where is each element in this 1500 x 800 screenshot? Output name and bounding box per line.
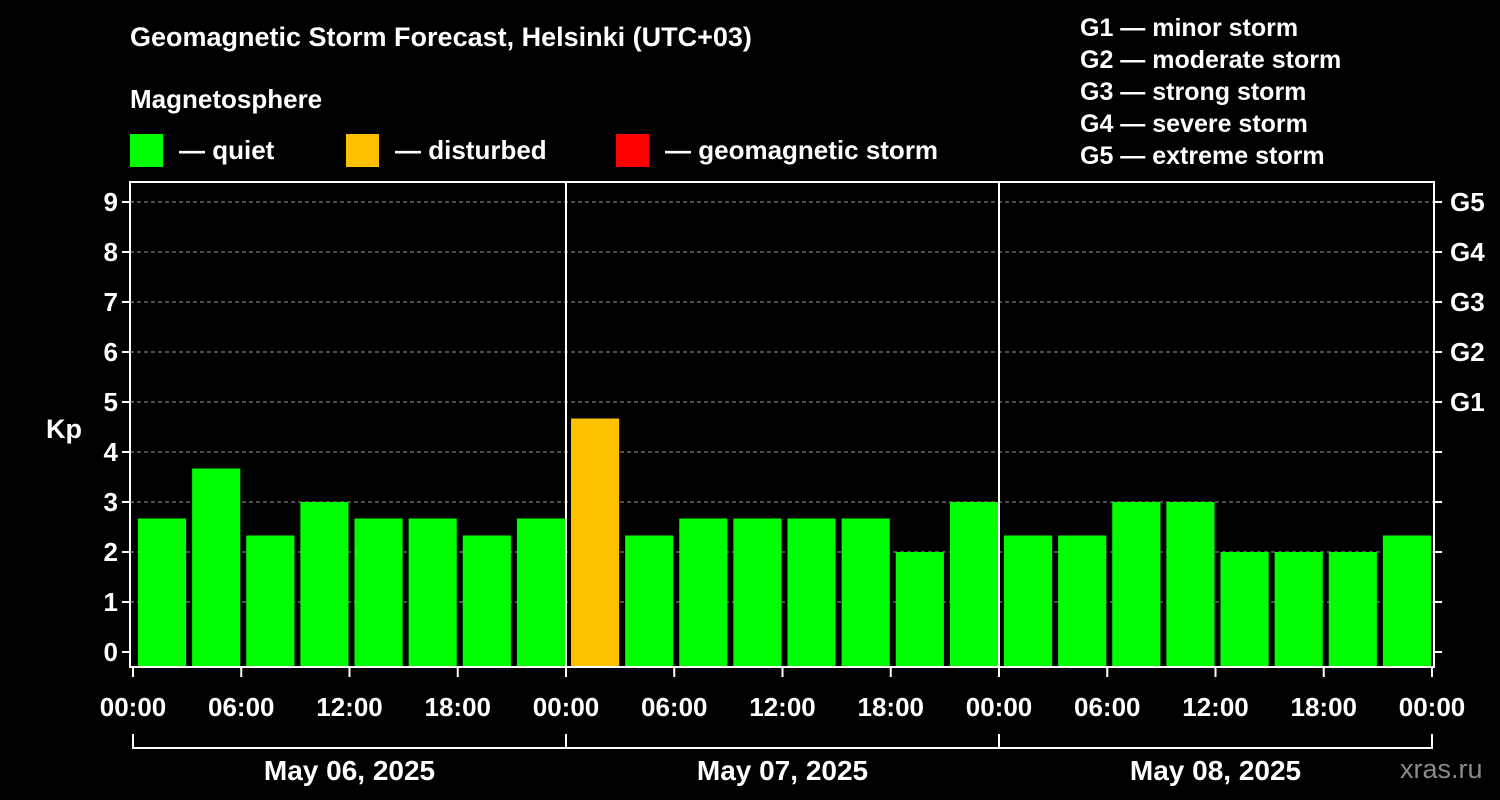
kp-bar-5 xyxy=(408,518,457,666)
y-tick-label-9: 9 xyxy=(104,187,118,217)
y-tick-label-5: 5 xyxy=(104,387,118,417)
legend-swatch-disturbed xyxy=(346,133,379,167)
storm-tick-label-g5: G5 xyxy=(1450,187,1485,217)
kp-bar-13 xyxy=(841,518,890,666)
kp-bar-1 xyxy=(192,468,241,666)
kp-bar-6 xyxy=(462,535,511,666)
kp-bar-9 xyxy=(625,535,674,666)
day-label-0: May 06, 2025 xyxy=(264,755,435,786)
kp-bar-17 xyxy=(1058,535,1107,666)
kp-bar-23 xyxy=(1382,535,1431,666)
x-tick-label-5: 06:00 xyxy=(641,692,708,722)
kp-bar-3 xyxy=(300,502,349,666)
kp-bar-16 xyxy=(1004,535,1053,666)
x-tick-label-10: 12:00 xyxy=(1182,692,1249,722)
legend-item-storm: — geomagnetic storm xyxy=(616,133,938,167)
y-tick-label-6: 6 xyxy=(104,337,118,367)
y-tick-label-0: 0 xyxy=(104,637,118,667)
storm-tick-label-g2: G2 xyxy=(1450,337,1485,367)
legend-heading: Magnetosphere xyxy=(130,84,323,114)
watermark: xras.ru xyxy=(1400,754,1483,784)
kp-bar-12 xyxy=(787,518,836,666)
y-tick-label-3: 3 xyxy=(104,487,118,517)
kp-bar-22 xyxy=(1328,552,1377,666)
legend-item-quiet: — quiet xyxy=(130,133,274,167)
storm-tick-label-g1: G1 xyxy=(1450,387,1485,417)
legend-swatch-storm xyxy=(616,133,649,167)
kp-bar-8 xyxy=(571,418,620,666)
storm-level-list: G1 — minor storm G2 — moderate storm G3 … xyxy=(1080,12,1341,172)
y-tick-label-4: 4 xyxy=(104,437,119,467)
x-tick-label-9: 06:00 xyxy=(1074,692,1141,722)
x-tick-label-12: 00:00 xyxy=(1399,692,1466,722)
legend-label-storm: — geomagnetic storm xyxy=(665,134,939,165)
x-tick-label-6: 12:00 xyxy=(749,692,816,722)
x-tick-label-11: 18:00 xyxy=(1291,692,1358,722)
day-label-1: May 07, 2025 xyxy=(697,755,868,786)
legend-label-quiet: — quiet xyxy=(179,134,275,165)
kp-bar-7 xyxy=(516,518,565,666)
y-axis-label: Kp xyxy=(46,414,82,444)
kp-bar-4 xyxy=(354,518,403,666)
kp-bar-21 xyxy=(1274,552,1323,666)
day-label-2: May 08, 2025 xyxy=(1130,755,1301,786)
storm-level-g2: G2 — moderate storm xyxy=(1080,46,1342,74)
chart-title: Geomagnetic Storm Forecast, Helsinki (UT… xyxy=(130,22,752,52)
storm-level-g4: G4 — severe storm xyxy=(1080,110,1308,138)
storm-level-g5: G5 — extreme storm xyxy=(1080,142,1325,170)
kp-bar-14 xyxy=(895,552,944,666)
storm-tick-label-g3: G3 xyxy=(1450,287,1485,317)
kp-bar-18 xyxy=(1112,502,1161,666)
x-tick-label-7: 18:00 xyxy=(858,692,925,722)
kp-bar-0 xyxy=(138,518,187,666)
legend-label-disturbed: — disturbed xyxy=(395,134,547,165)
kp-bar-20 xyxy=(1220,552,1269,666)
x-tick-label-2: 12:00 xyxy=(316,692,383,722)
x-tick-label-0: 00:00 xyxy=(100,692,167,722)
y-tick-label-1: 1 xyxy=(104,587,118,617)
storm-level-g3: G3 — strong storm xyxy=(1080,78,1307,106)
legend-item-disturbed: — disturbed xyxy=(346,133,547,167)
x-tick-label-8: 00:00 xyxy=(966,692,1033,722)
legend-swatch-quiet xyxy=(130,133,163,167)
x-tick-label-4: 00:00 xyxy=(533,692,600,722)
y-tick-label-7: 7 xyxy=(104,287,118,317)
x-tick-label-3: 18:00 xyxy=(425,692,492,722)
y-tick-label-2: 2 xyxy=(104,537,118,567)
storm-level-g1: G1 — minor storm xyxy=(1080,14,1299,42)
kp-bar-10 xyxy=(679,518,728,666)
kp-bar-15 xyxy=(949,502,998,666)
kp-bar-19 xyxy=(1166,502,1215,666)
y-tick-label-8: 8 xyxy=(104,237,118,267)
storm-tick-label-g4: G4 xyxy=(1450,237,1485,267)
kp-bar-2 xyxy=(246,535,295,666)
x-tick-label-1: 06:00 xyxy=(208,692,275,722)
kp-bar-11 xyxy=(733,518,782,666)
